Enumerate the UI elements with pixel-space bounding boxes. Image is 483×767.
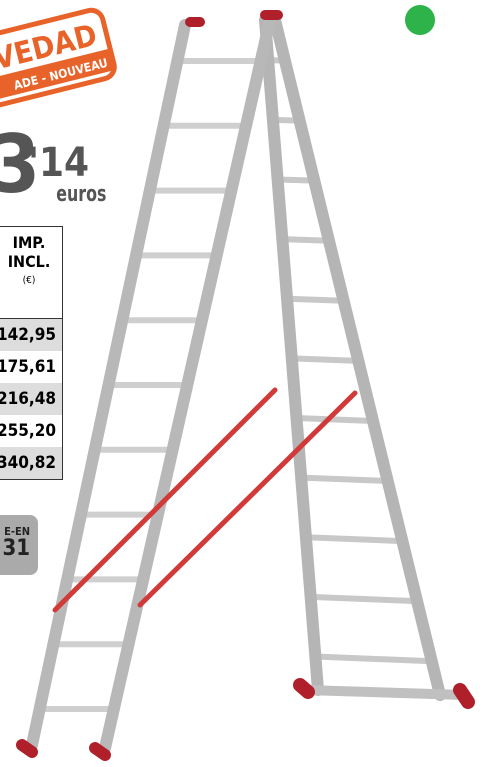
price-row: 216,48 <box>0 383 62 415</box>
norm-label: E-EN <box>0 515 30 538</box>
price-unit: euros <box>56 182 106 207</box>
rung <box>311 597 417 601</box>
header-unit: (€) <box>0 271 62 290</box>
price-row: 175,61 <box>0 351 62 383</box>
foot-cap <box>22 745 32 752</box>
price-row: 142,95 <box>0 319 62 351</box>
ladder-illustration: VEDAD ADE - NOUVEAU <box>0 0 483 767</box>
foot-cap <box>95 748 105 755</box>
price-row: 255,20 <box>0 415 62 447</box>
norm-number: 31 <box>0 538 30 560</box>
ladder <box>22 15 468 755</box>
rung <box>287 299 344 301</box>
new-badge: VEDAD ADE - NOUVEAU <box>0 8 117 110</box>
header-line: IMP. <box>0 233 62 252</box>
foot-cap <box>300 685 308 692</box>
foot-bar <box>305 690 465 695</box>
green-dot <box>405 5 435 35</box>
price-row: 340,82 <box>0 447 62 479</box>
header-line: INCL. <box>0 252 62 271</box>
rung <box>296 418 373 421</box>
rung <box>315 657 431 662</box>
table-header: IMP. INCL. (€) <box>0 226 63 320</box>
rung <box>306 537 402 541</box>
page: VEDAD ADE - NOUVEAU 3 '14 euros IMP. INC… <box>0 0 483 767</box>
rung <box>301 478 387 481</box>
foot-cap <box>460 690 468 702</box>
rung <box>282 239 329 241</box>
rung <box>292 358 359 361</box>
price-cents: '14 <box>28 140 89 186</box>
norm-badge: E-EN 31 <box>0 515 38 575</box>
